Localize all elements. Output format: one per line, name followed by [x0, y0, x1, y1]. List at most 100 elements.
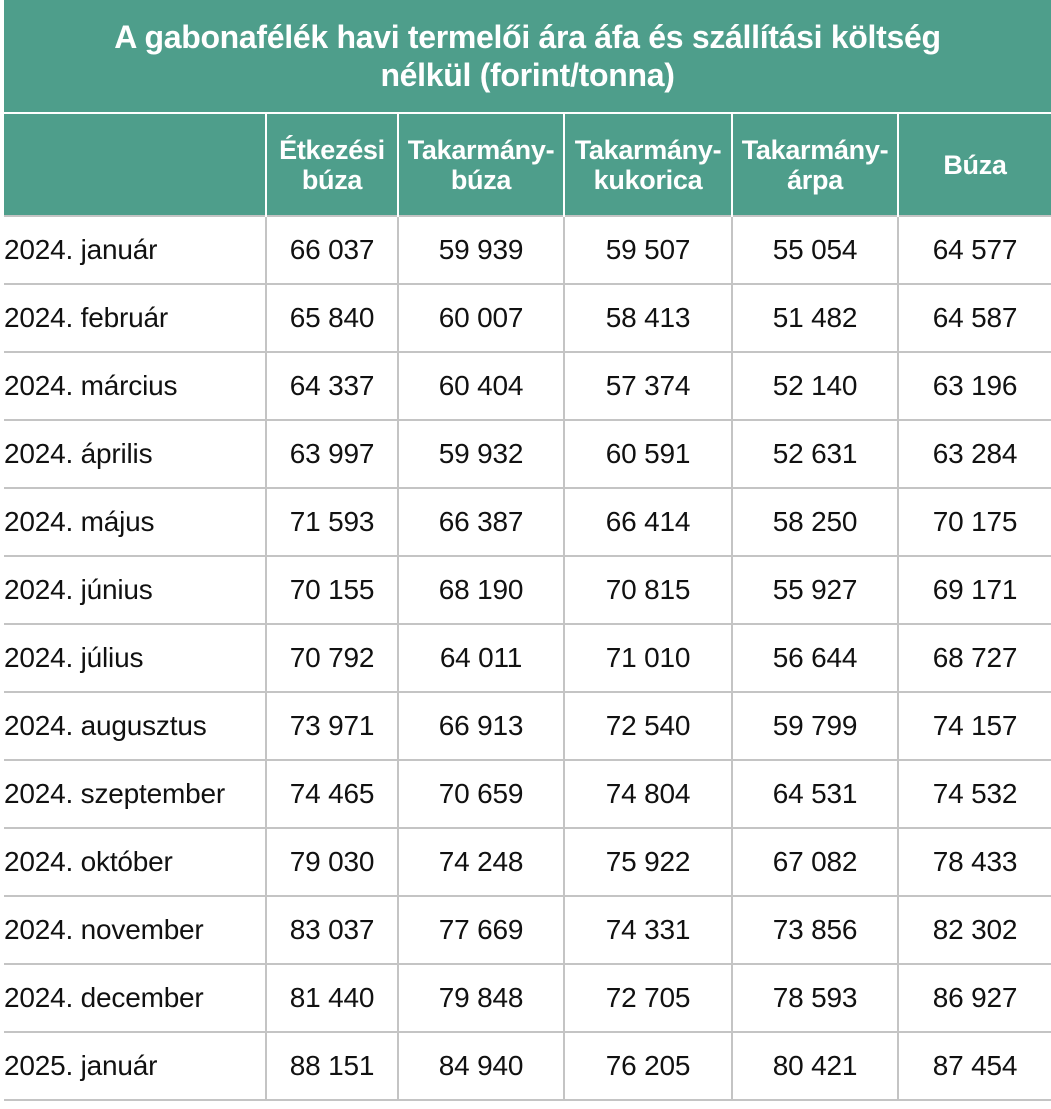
header-line: Búza — [943, 149, 1007, 180]
month-cell: 2025. január — [4, 1031, 266, 1101]
table-row: 2024. december 81 440 79 848 72 705 78 593 86… — [4, 963, 1051, 1032]
buza-cell: 78 433 — [897, 827, 1051, 896]
takarmany-buza-cell: 74 248 — [397, 827, 564, 896]
etkezesi-buza-cell: 88 151 — [265, 1031, 398, 1101]
table-row: 2025. január 88 151 84 940 76 205 80 421 87 4… — [4, 1031, 1051, 1101]
month-cell: 2024. szeptember — [4, 759, 266, 828]
takarmany-arpa-cell: 67 082 — [731, 827, 898, 896]
header-line: árpa — [787, 164, 843, 195]
takarmany-buza-cell: 70 659 — [397, 759, 564, 828]
header-takarmany-arpa: Takarmány- árpa — [731, 114, 898, 216]
takarmany-buza-cell: 77 669 — [397, 895, 564, 964]
etkezesi-buza-cell: 73 971 — [265, 691, 398, 760]
header-row: Étkezési búza Takarmány- búza Takarmány-… — [4, 114, 1051, 216]
takarmany-buza-cell: 84 940 — [397, 1031, 564, 1101]
etkezesi-buza-cell: 79 030 — [265, 827, 398, 896]
takarmany-arpa-cell: 59 799 — [731, 691, 898, 760]
etkezesi-buza-cell: 66 037 — [265, 215, 398, 284]
table-title-line-2: nélkül (forint/tonna) — [380, 57, 675, 93]
takarmany-kukorica-cell: 66 414 — [563, 487, 732, 556]
table-row: 2024. szeptember 74 465 70 659 74 804 64 531… — [4, 759, 1051, 828]
buza-cell: 74 157 — [897, 691, 1051, 760]
month-cell: 2024. február — [4, 283, 266, 352]
takarmany-kukorica-cell: 72 540 — [563, 691, 732, 760]
takarmany-arpa-cell: 73 856 — [731, 895, 898, 964]
header-line: búza — [301, 164, 363, 195]
month-cell: 2024. április — [4, 419, 266, 488]
takarmany-arpa-cell: 80 421 — [731, 1031, 898, 1101]
header-month — [4, 114, 266, 216]
takarmany-kukorica-cell: 59 507 — [563, 215, 732, 284]
etkezesi-buza-cell: 83 037 — [265, 895, 398, 964]
table-row: 2024. március 64 337 60 404 57 374 52 140 63 … — [4, 351, 1051, 420]
takarmany-arpa-cell: 52 140 — [731, 351, 898, 420]
takarmany-kukorica-cell: 74 804 — [563, 759, 732, 828]
header-buza: Búza — [897, 114, 1051, 216]
table-row: 2024. július 70 792 64 011 71 010 56 644 68 7… — [4, 623, 1051, 692]
buza-cell: 86 927 — [897, 963, 1051, 1032]
table-row: 2024. január 66 037 59 939 59 507 55 054 64 5… — [4, 215, 1051, 284]
month-cell: 2024. október — [4, 827, 266, 896]
table-row: 2024. április 63 997 59 932 60 591 52 631 63 … — [4, 419, 1051, 488]
etkezesi-buza-cell: 74 465 — [265, 759, 398, 828]
etkezesi-buza-cell: 64 337 — [265, 351, 398, 420]
takarmany-buza-cell: 60 404 — [397, 351, 564, 420]
takarmany-arpa-cell: 55 054 — [731, 215, 898, 284]
table-header: Étkezési búza Takarmány- búza Takarmány-… — [4, 114, 1051, 216]
takarmany-kukorica-cell: 57 374 — [563, 351, 732, 420]
takarmany-kukorica-cell: 60 591 — [563, 419, 732, 488]
buza-cell: 87 454 — [897, 1031, 1051, 1101]
takarmany-buza-cell: 59 939 — [397, 215, 564, 284]
header-etkezesi-buza: Étkezési búza — [265, 114, 398, 216]
month-cell: 2024. december — [4, 963, 266, 1032]
buza-cell: 82 302 — [897, 895, 1051, 964]
takarmany-kukorica-cell: 58 413 — [563, 283, 732, 352]
month-cell: 2024. március — [4, 351, 266, 420]
table-row: 2024. október 79 030 74 248 75 922 67 082 78 … — [4, 827, 1051, 896]
month-cell: 2024. november — [4, 895, 266, 964]
buza-cell: 63 284 — [897, 419, 1051, 488]
header-line: Takarmány- — [407, 134, 555, 165]
takarmany-kukorica-cell: 74 331 — [563, 895, 732, 964]
price-table-container: A gabonafélék havi termelői ára áfa és s… — [4, 0, 1051, 1106]
takarmany-buza-cell: 64 011 — [397, 623, 564, 692]
etkezesi-buza-cell: 65 840 — [265, 283, 398, 352]
grain-price-table: Étkezési búza Takarmány- búza Takarmány-… — [4, 114, 1051, 1101]
buza-cell: 69 171 — [897, 555, 1051, 624]
header-line: búza — [450, 164, 512, 195]
header-line: Étkezési — [279, 134, 385, 165]
table-body: 2024. január 66 037 59 939 59 507 55 054 64 5… — [4, 215, 1051, 1101]
buza-cell: 68 727 — [897, 623, 1051, 692]
table-row: 2024. augusztus 73 971 66 913 72 540 59 799 7… — [4, 691, 1051, 760]
buza-cell: 70 175 — [897, 487, 1051, 556]
header-line: Takarmány- — [574, 134, 722, 165]
takarmany-buza-cell: 59 932 — [397, 419, 564, 488]
etkezesi-buza-cell: 81 440 — [265, 963, 398, 1032]
buza-cell: 74 532 — [897, 759, 1051, 828]
takarmany-arpa-cell: 52 631 — [731, 419, 898, 488]
month-cell: 2024. július — [4, 623, 266, 692]
header-takarmany-kukorica: Takarmány- kukorica — [563, 114, 732, 216]
takarmany-kukorica-cell: 70 815 — [563, 555, 732, 624]
takarmany-arpa-cell: 58 250 — [731, 487, 898, 556]
takarmany-buza-cell: 68 190 — [397, 555, 564, 624]
takarmany-arpa-cell: 64 531 — [731, 759, 898, 828]
table-row: 2024. november 83 037 77 669 74 331 73 856 82… — [4, 895, 1051, 964]
etkezesi-buza-cell: 63 997 — [265, 419, 398, 488]
takarmany-kukorica-cell: 75 922 — [563, 827, 732, 896]
takarmany-arpa-cell: 78 593 — [731, 963, 898, 1032]
takarmany-kukorica-cell: 71 010 — [563, 623, 732, 692]
month-cell: 2024. augusztus — [4, 691, 266, 760]
buza-cell: 64 587 — [897, 283, 1051, 352]
etkezesi-buza-cell: 70 155 — [265, 555, 398, 624]
month-cell: 2024. június — [4, 555, 266, 624]
takarmany-buza-cell: 66 913 — [397, 691, 564, 760]
takarmany-kukorica-cell: 72 705 — [563, 963, 732, 1032]
takarmany-arpa-cell: 56 644 — [731, 623, 898, 692]
takarmany-arpa-cell: 51 482 — [731, 283, 898, 352]
etkezesi-buza-cell: 71 593 — [265, 487, 398, 556]
month-cell: 2024. január — [4, 215, 266, 284]
takarmany-kukorica-cell: 76 205 — [563, 1031, 732, 1101]
header-line: kukorica — [593, 164, 703, 195]
header-takarmany-buza: Takarmány- búza — [397, 114, 564, 216]
